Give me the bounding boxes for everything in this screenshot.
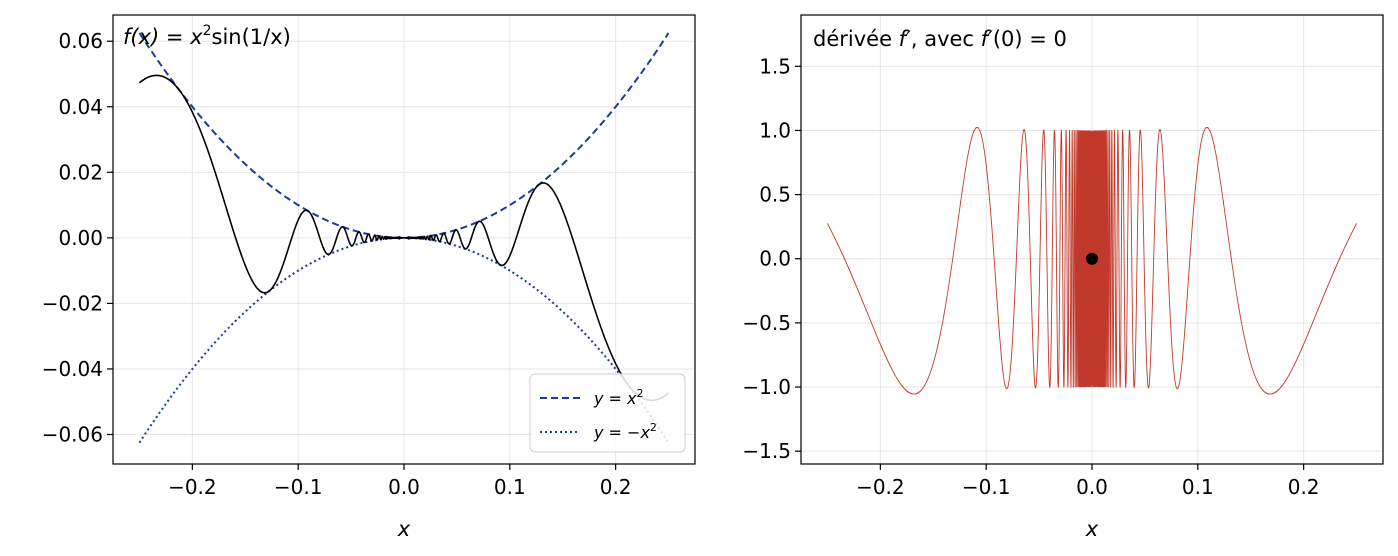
y-tick-label: −0.04 bbox=[42, 357, 103, 381]
y-tick-label: 0.06 bbox=[58, 29, 103, 53]
upper-envelope-line bbox=[138, 32, 670, 239]
y-tick-label: 0.04 bbox=[58, 95, 103, 119]
left-chart-y-axis: −0.06 −0.04 −0.02 0.00 0.02 0.04 0.06 bbox=[42, 29, 113, 447]
derivative-at-zero-point bbox=[1086, 252, 1098, 265]
right-chart-x-axis-label: x bbox=[1085, 517, 1099, 541]
y-tick-label: −0.5 bbox=[742, 311, 791, 335]
y-tick-label: 0.02 bbox=[58, 160, 103, 184]
legend-entry-lower: y = −x2 bbox=[593, 421, 657, 442]
left-chart-x-axis-label: x bbox=[397, 517, 411, 541]
right-chart-plot-area bbox=[827, 127, 1357, 395]
y-tick-label: 1.5 bbox=[759, 54, 791, 78]
left-chart-title: f(x) = x2sin(1/x) bbox=[123, 23, 291, 49]
right-chart-x-axis: −0.2 −0.1 0.0 0.1 0.2 bbox=[856, 464, 1320, 499]
x-tick-label: −0.2 bbox=[856, 475, 905, 499]
function-curve-line bbox=[138, 74, 670, 402]
y-tick-label: 0.5 bbox=[759, 183, 791, 207]
y-tick-label: 1.0 bbox=[759, 118, 791, 142]
x-tick-label: −0.1 bbox=[274, 475, 323, 499]
x-tick-label: 0.2 bbox=[600, 475, 632, 499]
y-tick-label: −0.06 bbox=[42, 423, 103, 447]
left-chart-legend: y = x2 y = −x2 bbox=[529, 373, 686, 453]
right-chart-y-axis: −1.5 −1.0 −0.5 0.0 0.5 1.0 1.5 bbox=[742, 54, 801, 463]
y-tick-label: 0.00 bbox=[58, 226, 103, 250]
left-chart-plot-area bbox=[138, 32, 670, 444]
x-tick-label: −0.2 bbox=[168, 475, 217, 499]
x-tick-label: 0.1 bbox=[494, 475, 526, 499]
right-chart-title: dérivée f′, avec f′(0) = 0 bbox=[813, 27, 1067, 51]
left-chart-grid bbox=[113, 15, 695, 464]
x-tick-label: 0.0 bbox=[388, 475, 420, 499]
left-chart-x-axis: −0.2 −0.1 0.0 0.1 0.2 bbox=[168, 464, 632, 499]
legend-box bbox=[529, 373, 686, 453]
x-tick-label: −0.1 bbox=[962, 475, 1011, 499]
x-tick-label: 0.2 bbox=[1288, 475, 1320, 499]
y-tick-label: −1.5 bbox=[742, 439, 791, 463]
y-tick-label: −1.0 bbox=[742, 375, 791, 399]
y-tick-label: −0.02 bbox=[42, 291, 103, 315]
x-tick-label: 0.0 bbox=[1076, 475, 1108, 499]
y-tick-label: 0.0 bbox=[759, 247, 791, 271]
legend-entry-upper: y = x2 bbox=[593, 387, 644, 408]
left-chart-panel: −0.2 −0.1 0.0 0.1 0.2 −0.06 −0.04 −0.02 0.00 0.0… bbox=[42, 14, 696, 541]
x-tick-label: 0.1 bbox=[1182, 475, 1214, 499]
right-chart-panel: −0.2 −0.1 0.0 0.1 0.2 −1.5 −1.0 −0.5 0.0 0.5 1.0 1… bbox=[742, 14, 1384, 541]
